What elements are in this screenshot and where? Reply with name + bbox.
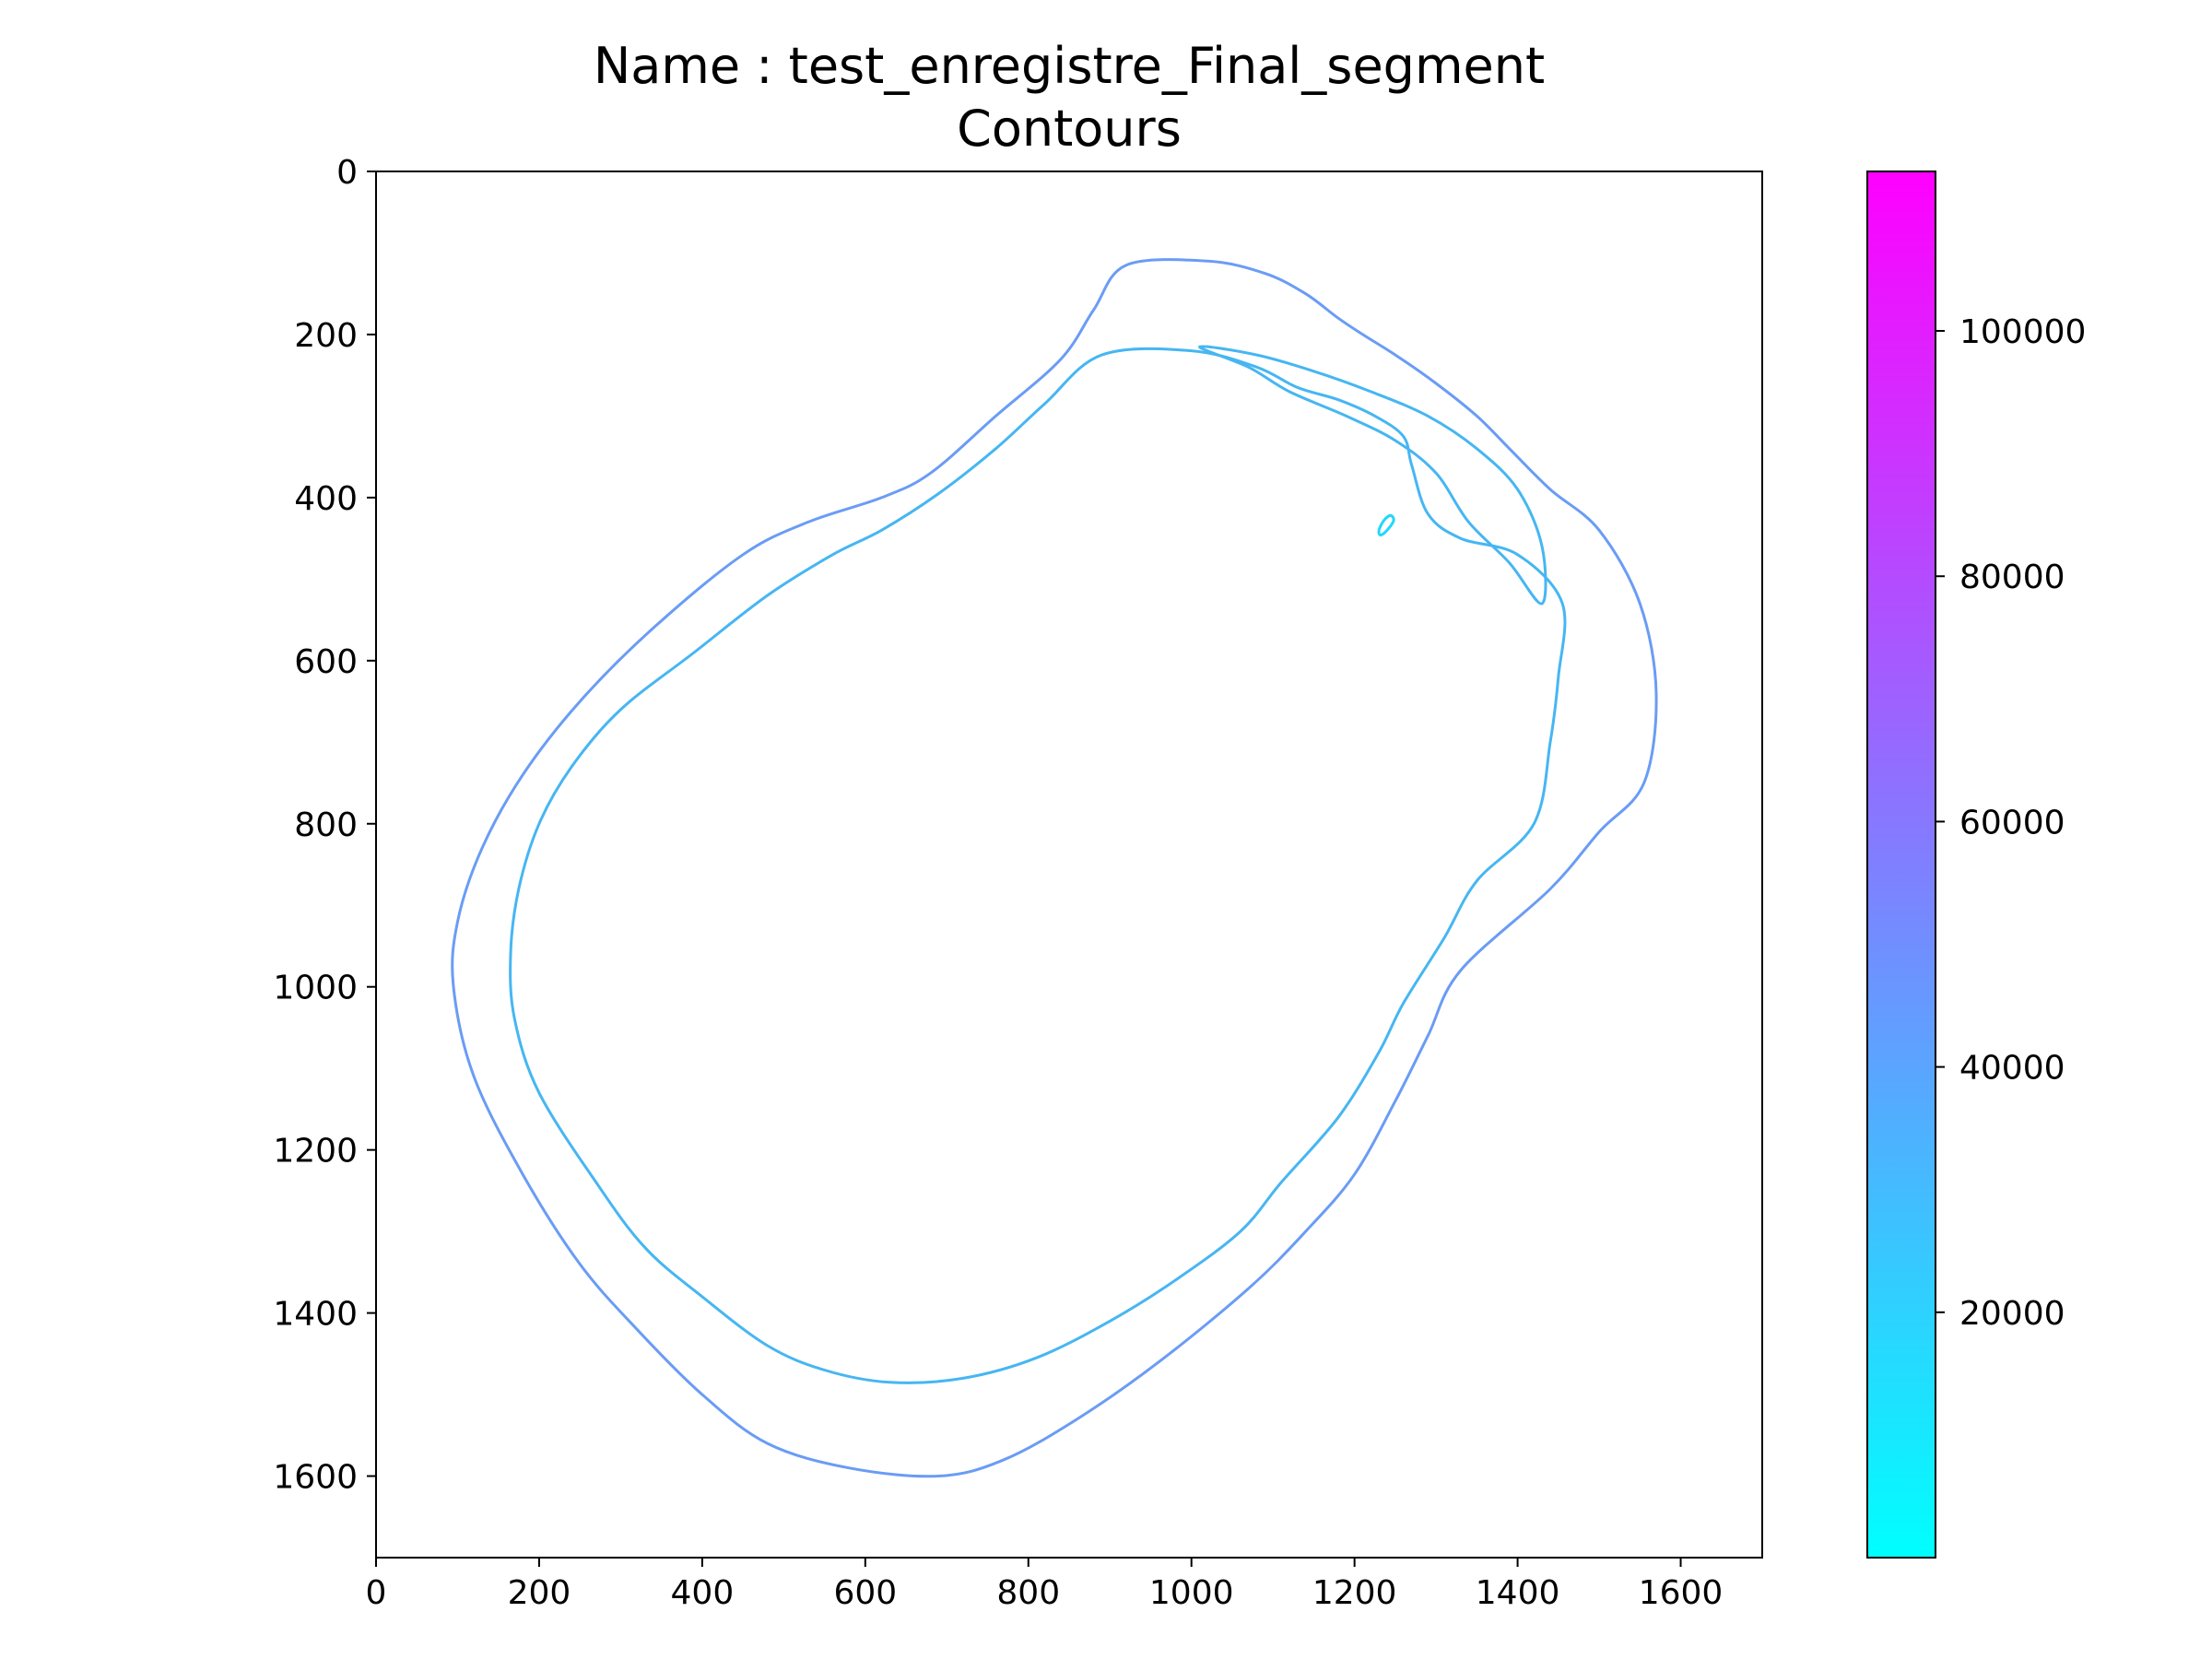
colorbar: [1866, 171, 1936, 1559]
y-tick-label: 1600: [273, 1459, 358, 1497]
x-tick-label: 1200: [1312, 1574, 1397, 1612]
x-tick-label: 800: [996, 1574, 1060, 1612]
y-tick-label: 1400: [273, 1296, 358, 1334]
y-tick-label: 1200: [273, 1133, 358, 1171]
outer-contour: [451, 258, 1658, 1478]
contour-layer: [451, 258, 1658, 1478]
x-tick-label: 1000: [1149, 1574, 1234, 1612]
chart-title-line-1: Name : test_enregistre_Final_segment: [594, 37, 1545, 95]
x-tick-label: 400: [671, 1574, 735, 1612]
colorbar-axis: 20000 40000 60000 80000 100000: [1936, 313, 2086, 1333]
y-tick-label: 1000: [273, 970, 358, 1007]
x-tick-label: 0: [366, 1574, 387, 1612]
x-tick-label: 1400: [1476, 1574, 1560, 1612]
plot-area: [376, 171, 1762, 1558]
colorbar-tick-label: 20000: [1959, 1295, 2065, 1333]
x-tick-label: 600: [833, 1574, 897, 1612]
x-axis: 0 200 400 600 800 1000 1200 1400 1600: [366, 1558, 1724, 1612]
y-tick-label: 0: [336, 154, 358, 192]
colorbar-tick-label: 80000: [1959, 559, 2065, 596]
colorbar-tick-label: 100000: [1959, 313, 2086, 351]
y-tick-label: 400: [294, 480, 358, 518]
chart-title-line-2: Contours: [957, 100, 1182, 158]
y-axis: 0 200 400 600 800 1000 1200 1400 1600: [273, 154, 376, 1497]
y-tick-label: 200: [294, 317, 358, 355]
x-tick-label: 1600: [1639, 1574, 1724, 1612]
y-tick-label: 800: [294, 806, 358, 844]
colorbar-tick-label: 60000: [1959, 804, 2065, 841]
right-chamber-contour: [1198, 345, 1547, 606]
plot-frame: [375, 171, 1763, 1559]
small-island: [1377, 513, 1395, 537]
inner-contour: [509, 347, 1567, 1384]
x-tick-label: 200: [508, 1574, 571, 1612]
y-tick-label: 600: [294, 643, 358, 681]
colorbar-tick-label: 40000: [1959, 1050, 2065, 1088]
